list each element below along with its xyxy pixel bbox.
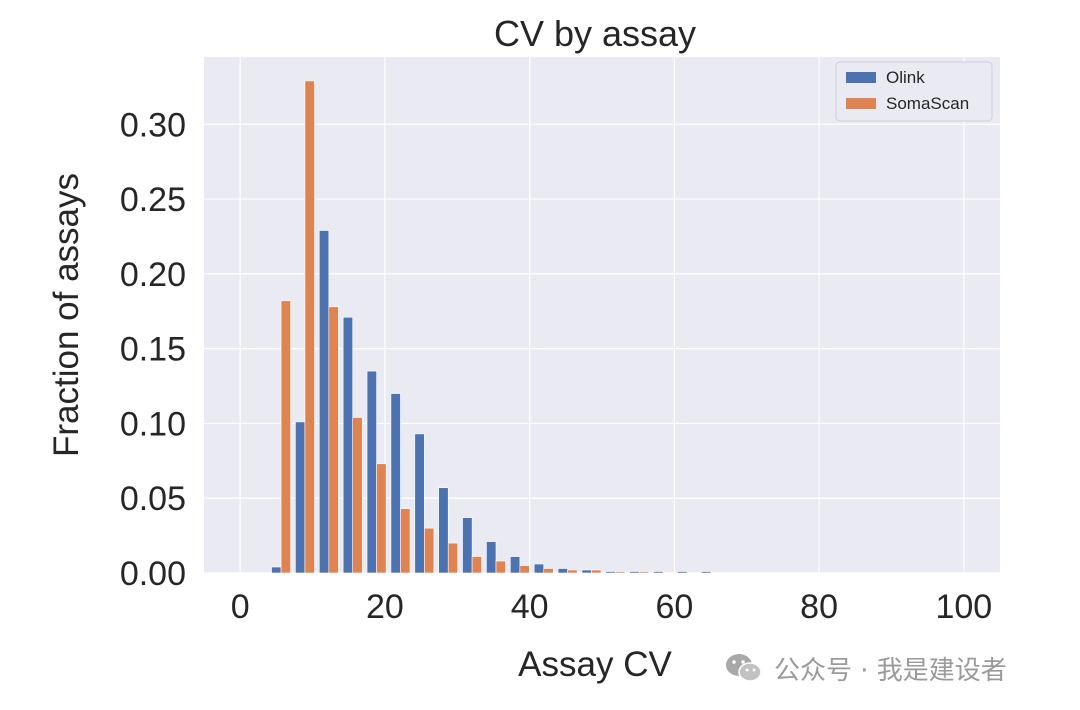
bar-olink-12 (557, 568, 568, 574)
bar-somascan-7 (447, 542, 459, 574)
bar-olink-0 (271, 566, 282, 574)
bar-olink-7 (438, 487, 449, 574)
bar-somascan-10 (519, 565, 530, 574)
x-axis-label: Assay CV (518, 645, 672, 684)
bar-somascan-1 (304, 80, 315, 574)
bar-olink-3 (342, 316, 354, 574)
bar-olink-18 (701, 571, 712, 574)
bar-olink-16 (653, 571, 664, 574)
y-tick-label: 0.10 (120, 405, 186, 443)
bar-olink-9 (486, 541, 497, 574)
x-tick-label: 60 (655, 588, 693, 626)
y-tick-labels: 0.00 0.05 0.10 0.15 0.20 0.25 0.30 (120, 106, 186, 593)
y-tick-label: 0.25 (120, 181, 186, 219)
bar-somascan-11 (543, 568, 554, 574)
bar-somascan-9 (495, 560, 506, 574)
bar-olink-10 (510, 556, 521, 574)
y-tick-label: 0.00 (120, 555, 186, 593)
legend-swatch-olink (846, 72, 876, 83)
bar-olink-13 (581, 569, 592, 574)
x-tick-label: 100 (935, 588, 992, 626)
wechat-icon (726, 654, 762, 682)
bar-somascan-13 (591, 569, 602, 574)
bar-somascan-3 (352, 417, 363, 574)
bar-olink-11 (533, 563, 545, 574)
legend-label-olink: Olink (886, 68, 925, 87)
chart-title: CV by assay (494, 13, 696, 54)
watermark-text: 公众号 · 我是建设者 (774, 655, 1007, 686)
legend-swatch-somascan (846, 98, 876, 109)
bar-somascan-12 (567, 569, 578, 574)
bar-olink-14 (605, 571, 616, 574)
x-tick-labels: 0 20 40 60 80 100 (231, 588, 992, 626)
y-tick-label: 0.15 (120, 331, 186, 369)
bar-olink-6 (414, 433, 425, 574)
bar-somascan-14 (615, 571, 626, 574)
y-tick-label: 0.20 (120, 256, 186, 294)
bar-somascan-2 (328, 306, 339, 574)
bar-somascan-0 (280, 300, 291, 574)
legend: Olink SomaScan (835, 61, 993, 122)
x-tick-label: 20 (366, 588, 404, 626)
bar-somascan-6 (424, 527, 435, 574)
bar-somascan-8 (471, 556, 482, 574)
x-tick-label: 40 (511, 588, 549, 626)
y-tick-label: 0.30 (120, 106, 186, 144)
bar-somascan-4 (376, 463, 387, 574)
bar-olink-5 (390, 393, 401, 574)
bar-olink-1 (295, 421, 306, 574)
legend-label-somascan: SomaScan (886, 94, 969, 113)
bar-somascan-5 (400, 508, 411, 574)
y-axis-label: Fraction of assays (47, 173, 86, 457)
x-tick-label: 80 (800, 588, 838, 626)
bars (271, 80, 712, 574)
bar-olink-15 (629, 571, 640, 574)
watermark: 公众号 · 我是建设者 (724, 648, 1007, 688)
bar-olink-2 (318, 230, 330, 574)
bar-olink-4 (366, 370, 377, 574)
bar-olink-17 (677, 571, 688, 574)
x-tick-label: 0 (231, 588, 250, 626)
bar-somascan-15 (638, 571, 650, 574)
bar-olink-8 (462, 517, 473, 574)
y-tick-label: 0.05 (120, 480, 186, 518)
